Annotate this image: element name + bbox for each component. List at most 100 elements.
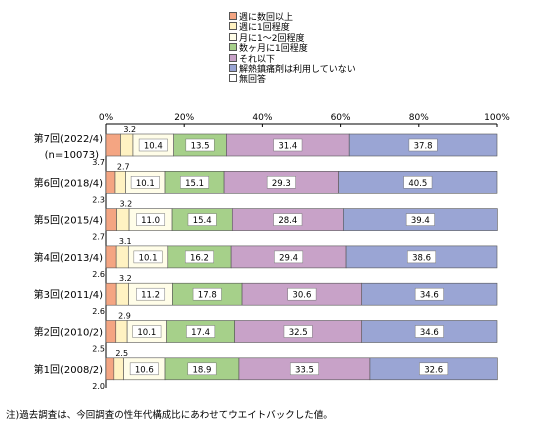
bar-segment — [105, 245, 117, 269]
x-tick-label: 0% — [99, 113, 114, 123]
data-label: 3.2 — [119, 274, 132, 283]
data-label: 39.4 — [411, 216, 430, 226]
data-label-box — [266, 176, 296, 189]
data-label: 29.3 — [272, 179, 291, 189]
data-label-box — [414, 325, 444, 338]
bar-segment — [105, 320, 117, 343]
legend-item: 週に1回程度 — [229, 22, 290, 34]
legend-item: それ以下 — [229, 53, 276, 66]
legend-label: 月に1～2回程度 — [239, 33, 305, 44]
legend-item: 数ヶ月に1回程度 — [229, 43, 308, 55]
legend-label: 解熱鎮痛剤は利用していない — [239, 65, 356, 75]
data-label: 2.9 — [118, 312, 131, 321]
data-label-box — [132, 325, 162, 338]
bar-segment — [120, 133, 134, 157]
x-tick-label: 60% — [331, 113, 351, 123]
legend-label: 週に1回程度 — [239, 23, 290, 34]
data-label: 16.2 — [190, 253, 209, 263]
data-label-box — [187, 362, 217, 376]
data-label: 2.5 — [92, 345, 105, 354]
legend-swatch — [229, 53, 237, 62]
data-label: 3.1 — [119, 237, 132, 246]
data-label: 3.7 — [92, 158, 105, 167]
data-label: 2.6 — [92, 307, 105, 316]
legend-swatch — [229, 43, 237, 52]
data-label: 10.1 — [137, 328, 156, 338]
data-label-box — [185, 138, 215, 152]
data-label-box — [419, 362, 449, 376]
legend-swatch — [229, 74, 237, 83]
data-label: 31.4 — [278, 142, 297, 152]
bar-segment — [113, 357, 124, 381]
bar-segment — [105, 171, 116, 194]
legend-item: 月に1～2回程度 — [229, 32, 305, 45]
data-label: 33.5 — [295, 365, 314, 375]
category-label: 第3回(2011/4) — [34, 288, 103, 301]
category-label: 第6回(2018/4) — [34, 176, 103, 189]
data-label: 15.4 — [193, 216, 212, 226]
category-label: (n=10073) — [45, 150, 99, 161]
legend-label: 週に数回以上 — [239, 13, 294, 23]
bar-segment — [105, 133, 121, 157]
data-label-box — [136, 213, 166, 226]
data-label-box — [133, 250, 163, 264]
bar-segment — [115, 245, 129, 269]
data-label-box — [403, 176, 433, 189]
data-label: 17.8 — [198, 291, 217, 301]
x-tick-label: 80% — [409, 113, 429, 123]
data-label: 17.4 — [191, 328, 210, 338]
bar-segment — [105, 282, 117, 306]
data-label: 2.6 — [92, 270, 105, 279]
data-label: 11.2 — [141, 291, 160, 301]
x-tick-label: 100% — [484, 113, 510, 123]
legend-swatch — [229, 32, 237, 41]
category-label: 第7回(2022/4) — [34, 132, 103, 145]
data-label-box — [187, 213, 217, 226]
data-label: 2.5 — [115, 349, 128, 358]
data-label-box — [273, 138, 303, 152]
data-label: 11.0 — [141, 216, 160, 226]
data-label: 2.7 — [117, 162, 130, 171]
category-label: 第1回(2008/2) — [34, 363, 103, 376]
bar-segment — [114, 171, 126, 194]
data-label: 3.2 — [123, 125, 136, 134]
category-label: 第2回(2010/2) — [34, 326, 103, 339]
data-label-box — [136, 287, 166, 301]
bar-segment — [115, 282, 129, 306]
data-label-box — [129, 362, 159, 376]
data-label-box — [408, 138, 438, 152]
data-label: 10.6 — [135, 365, 154, 375]
data-label: 32.5 — [289, 328, 308, 338]
bar-segment — [115, 320, 128, 343]
x-tick-label: 40% — [252, 113, 272, 123]
data-label-box — [192, 287, 222, 301]
data-label-box — [289, 362, 319, 376]
data-label: 38.6 — [412, 253, 431, 263]
data-label: 29.4 — [279, 253, 298, 263]
data-label-box — [274, 250, 304, 264]
data-label: 10.1 — [136, 179, 155, 189]
data-label-box — [414, 287, 444, 301]
data-label: 2.3 — [92, 195, 105, 204]
data-label: 28.4 — [278, 216, 297, 226]
legend-item: 無回答 — [229, 74, 266, 86]
data-label: 34.6 — [420, 328, 439, 338]
legend-item: 解熱鎮痛剤は利用していない — [229, 64, 356, 76]
data-label: 2.0 — [92, 382, 105, 391]
data-label: 13.5 — [191, 142, 210, 152]
bar-segment — [116, 208, 130, 231]
data-label-box — [287, 287, 317, 301]
data-label: 37.8 — [414, 142, 433, 152]
data-label-box — [180, 176, 210, 189]
data-label-box — [283, 325, 313, 338]
legend-label: それ以下 — [239, 54, 276, 65]
data-label-box — [138, 138, 168, 152]
data-label: 15.1 — [185, 179, 204, 189]
data-label: 18.9 — [193, 365, 212, 375]
category-label: 第5回(2015/4) — [34, 214, 103, 227]
data-label: 30.6 — [292, 291, 311, 301]
data-label-box — [130, 176, 160, 189]
legend-swatch — [229, 22, 237, 31]
data-label-box — [184, 250, 214, 264]
